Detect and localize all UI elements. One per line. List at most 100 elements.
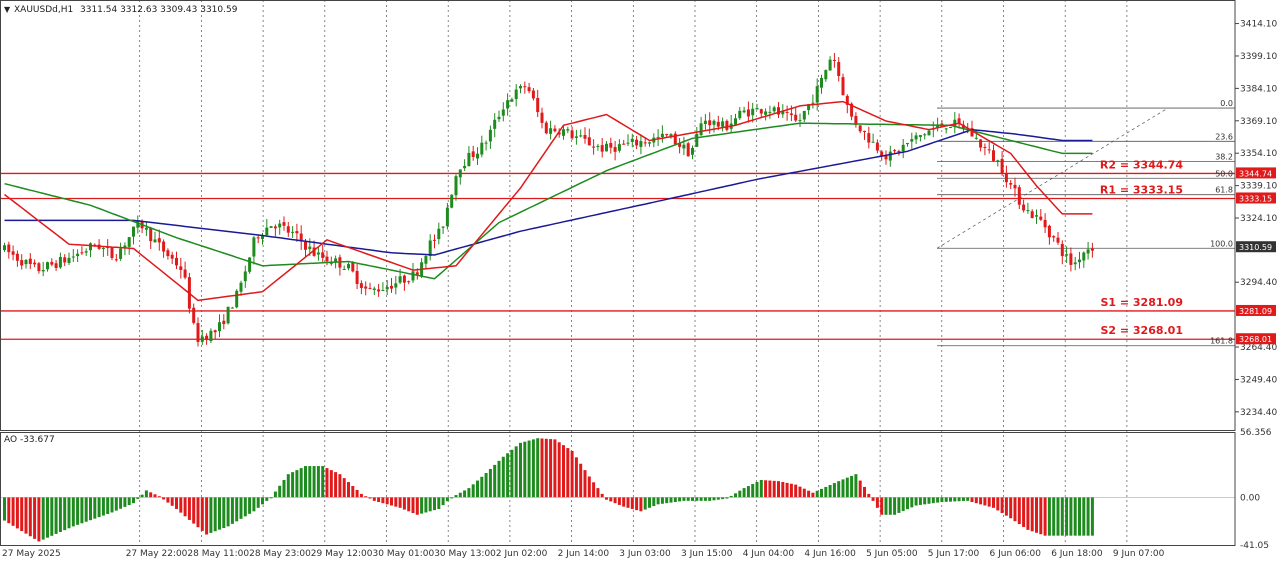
ao-bar — [931, 497, 935, 504]
ao-bar — [15, 497, 19, 529]
candle-body — [875, 142, 879, 151]
fib-level-label: 61.8 — [1215, 186, 1233, 195]
candle-body — [269, 226, 273, 228]
ao-bar — [390, 497, 393, 506]
ao-bar — [755, 482, 759, 498]
ao-bar — [123, 497, 127, 507]
y-tick-label: 3249.40 — [1240, 375, 1277, 385]
ao-bar — [196, 497, 200, 528]
ao-bar — [789, 483, 793, 498]
candle-body — [910, 139, 914, 142]
level-price-tag — [1236, 304, 1276, 316]
candle-body — [411, 271, 415, 281]
candle-body — [557, 132, 561, 135]
candle-body — [261, 235, 264, 240]
candle-body — [209, 330, 213, 342]
candle-body — [772, 107, 776, 112]
ao-bar — [24, 497, 28, 534]
ao-bar — [471, 484, 475, 498]
ao-bar — [639, 497, 643, 512]
ao-bar — [1073, 497, 1077, 536]
ao-bar — [467, 488, 471, 498]
level-price-tag-text: 3344.74 — [1239, 169, 1272, 178]
level-label: S2 = 3268.01 — [1100, 324, 1183, 337]
x-tick-label: 27 May 22:00 — [126, 549, 188, 559]
ao-bar — [807, 490, 811, 498]
y-tick-label: 3234.40 — [1240, 408, 1277, 418]
candle-body — [377, 289, 381, 292]
ao-bar — [1082, 497, 1086, 536]
candle-body — [570, 130, 574, 139]
ao-bar — [652, 497, 656, 507]
ao-bar — [286, 474, 290, 498]
candle-body — [622, 143, 626, 145]
candle-body — [1090, 248, 1094, 251]
candle-body — [691, 147, 694, 155]
candle-body — [157, 238, 161, 243]
candle-body — [798, 120, 802, 122]
ao-bar — [777, 481, 780, 498]
candle-body — [248, 257, 252, 272]
candle-body — [235, 290, 239, 308]
candle-body — [170, 254, 174, 259]
ao-bar — [493, 464, 497, 498]
candle-body — [273, 226, 277, 229]
candle-body — [1078, 259, 1081, 263]
candle-body — [497, 116, 501, 120]
ao-bar — [192, 497, 196, 524]
ao-bar — [1035, 497, 1038, 533]
ao-bar — [304, 466, 307, 498]
ao-bar — [918, 497, 922, 505]
candle-body — [1009, 183, 1013, 185]
ao-bar — [566, 448, 570, 498]
ao-bar — [97, 497, 101, 518]
ao-bar — [33, 497, 37, 539]
candle-body — [832, 59, 836, 61]
candle-body — [841, 77, 845, 96]
candle-body — [1060, 243, 1064, 257]
candle-body — [970, 128, 974, 137]
ao-bar — [261, 497, 264, 505]
candle-body — [906, 143, 909, 145]
candle-body — [136, 220, 140, 228]
candle-body — [626, 142, 630, 144]
candle-body — [764, 111, 768, 115]
ao-bar — [458, 492, 462, 498]
ao-bar — [325, 468, 329, 498]
fib-level-label: 23.6 — [1215, 132, 1233, 141]
x-tick-label: 2 Jun 02:00 — [496, 549, 548, 559]
candle-body — [46, 262, 49, 270]
ao-bar — [230, 497, 234, 524]
candle-body — [996, 160, 1000, 162]
symbol-dropdown-icon[interactable]: ▼ — [4, 5, 11, 14]
candle-body — [880, 151, 884, 157]
ao-bar — [463, 490, 467, 498]
vertical-grid — [139, 0, 1128, 545]
ao-bar — [875, 497, 879, 508]
ao-bar — [1039, 497, 1043, 535]
ao-bar — [3, 497, 6, 521]
fib-level-label: 100.0 — [1210, 239, 1233, 248]
candle-body — [71, 256, 75, 258]
ao-bar — [1052, 497, 1056, 536]
candle-body — [923, 134, 927, 136]
ao-bar — [299, 468, 303, 498]
ao-bar — [183, 497, 187, 517]
candle-body — [153, 239, 157, 243]
candle-body — [1082, 252, 1086, 261]
ao-bar — [966, 497, 970, 501]
candle-body — [476, 153, 479, 159]
ao-bar — [742, 488, 746, 498]
fib-level-label: 38.2 — [1215, 153, 1233, 162]
candle-body — [1043, 219, 1047, 228]
ohlc-readout: 3311.54 3312.63 3309.43 3310.59 — [80, 5, 238, 15]
ao-bar — [1043, 497, 1047, 536]
candle-body — [587, 137, 591, 146]
ao-bar — [691, 497, 694, 501]
ao-bar — [514, 446, 518, 498]
candle-body — [205, 335, 209, 341]
fibonacci-retracement: 0.0 23.6 38.2 50.0 61.8 100.0 161.8 — [936, 99, 1235, 347]
candle-body — [927, 130, 931, 136]
candle-body — [119, 248, 123, 259]
ao-bar — [725, 497, 729, 499]
